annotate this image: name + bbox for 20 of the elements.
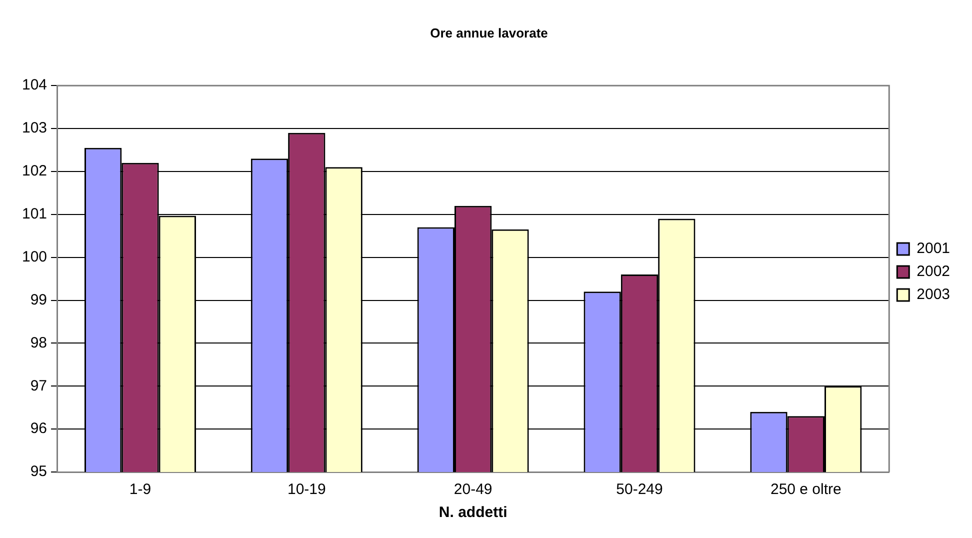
x-tick-label: 50-249 [616,481,663,498]
legend-label: 2003 [916,286,950,304]
x-tick-label: 10-19 [287,481,326,498]
y-tick-label: 95 [30,463,48,480]
y-tick-label: 97 [30,377,48,394]
x-tick-label: 1-9 [129,481,152,498]
y-tick-label: 103 [22,120,48,137]
y-tick-label: 99 [30,291,48,308]
y-tick-label: 104 [22,76,48,94]
y-tick-label: 96 [30,420,48,438]
legend-label: 2001 [916,240,950,258]
y-tick-label: 100 [22,248,48,266]
y-tick-label: 101 [22,206,48,223]
chart-title: Ore annue lavorate [430,25,548,40]
legend-label: 2002 [916,263,950,280]
y-tick-label: 102 [22,162,48,180]
x-tick-label: 250 e oltre [770,481,842,498]
x-tick-label: 20-49 [454,481,492,498]
x-axis-title: N. addetti [438,504,508,522]
y-tick-label: 98 [30,334,48,352]
